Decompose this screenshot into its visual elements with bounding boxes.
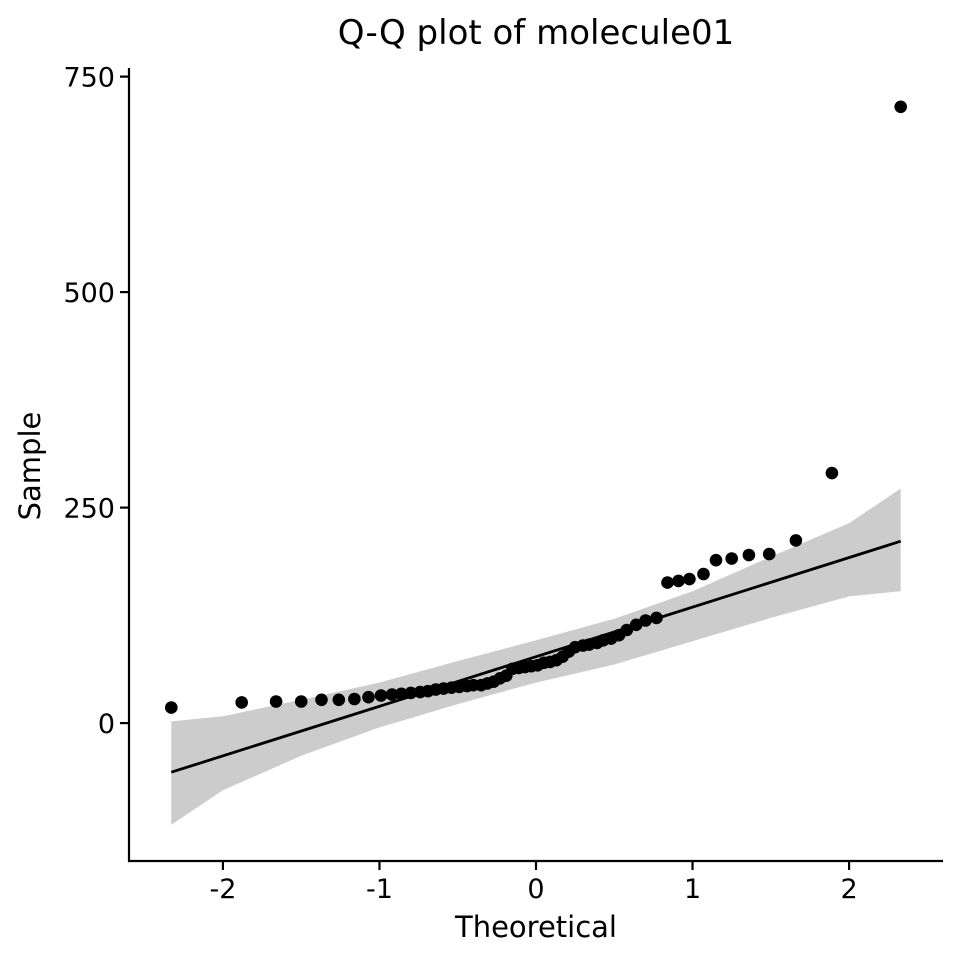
y-axis-title: Sample xyxy=(13,412,47,521)
plot-area xyxy=(165,100,907,825)
data-point xyxy=(639,614,652,627)
data-point xyxy=(385,688,399,701)
data-point xyxy=(362,690,375,704)
reference-line xyxy=(170,539,902,774)
data-point xyxy=(742,548,756,562)
data-point xyxy=(672,574,685,588)
x-axis-title: Theoretical xyxy=(454,910,617,944)
data-point xyxy=(825,466,839,480)
data-point xyxy=(315,693,328,707)
y-tick-label: 750 xyxy=(63,63,115,94)
data-point xyxy=(165,701,178,714)
data-point xyxy=(725,552,738,565)
data-point xyxy=(762,547,776,561)
x-tick-label: 0 xyxy=(527,874,544,905)
y-tick-label: 250 xyxy=(63,494,115,525)
data-point xyxy=(650,611,663,625)
data-point xyxy=(269,695,283,708)
data-point xyxy=(629,618,643,632)
data-point xyxy=(697,567,710,581)
data-point xyxy=(348,692,361,706)
data-point xyxy=(661,576,674,589)
data-point xyxy=(235,696,248,709)
data-point xyxy=(709,553,723,567)
x-tick-label: -2 xyxy=(209,874,236,905)
y-axis-ticks: 0 250 500 750 xyxy=(63,63,129,740)
data-point xyxy=(620,623,634,637)
data-point xyxy=(395,687,408,701)
chart-title: Q-Q plot of molecule01 xyxy=(338,13,735,53)
x-tick-label: 1 xyxy=(684,874,701,905)
y-tick-label: 500 xyxy=(63,278,115,309)
data-point xyxy=(894,100,907,114)
x-tick-label: 2 xyxy=(840,874,857,905)
data-point xyxy=(294,695,308,708)
data-point xyxy=(683,572,696,586)
x-tick-label: -1 xyxy=(366,874,393,905)
x-axis-ticks: -2 -1 0 1 2 xyxy=(209,861,858,905)
data-point xyxy=(374,689,388,702)
data-point xyxy=(789,534,803,547)
data-point xyxy=(332,693,346,707)
y-tick-label: 0 xyxy=(98,709,115,740)
data-point xyxy=(404,686,418,700)
